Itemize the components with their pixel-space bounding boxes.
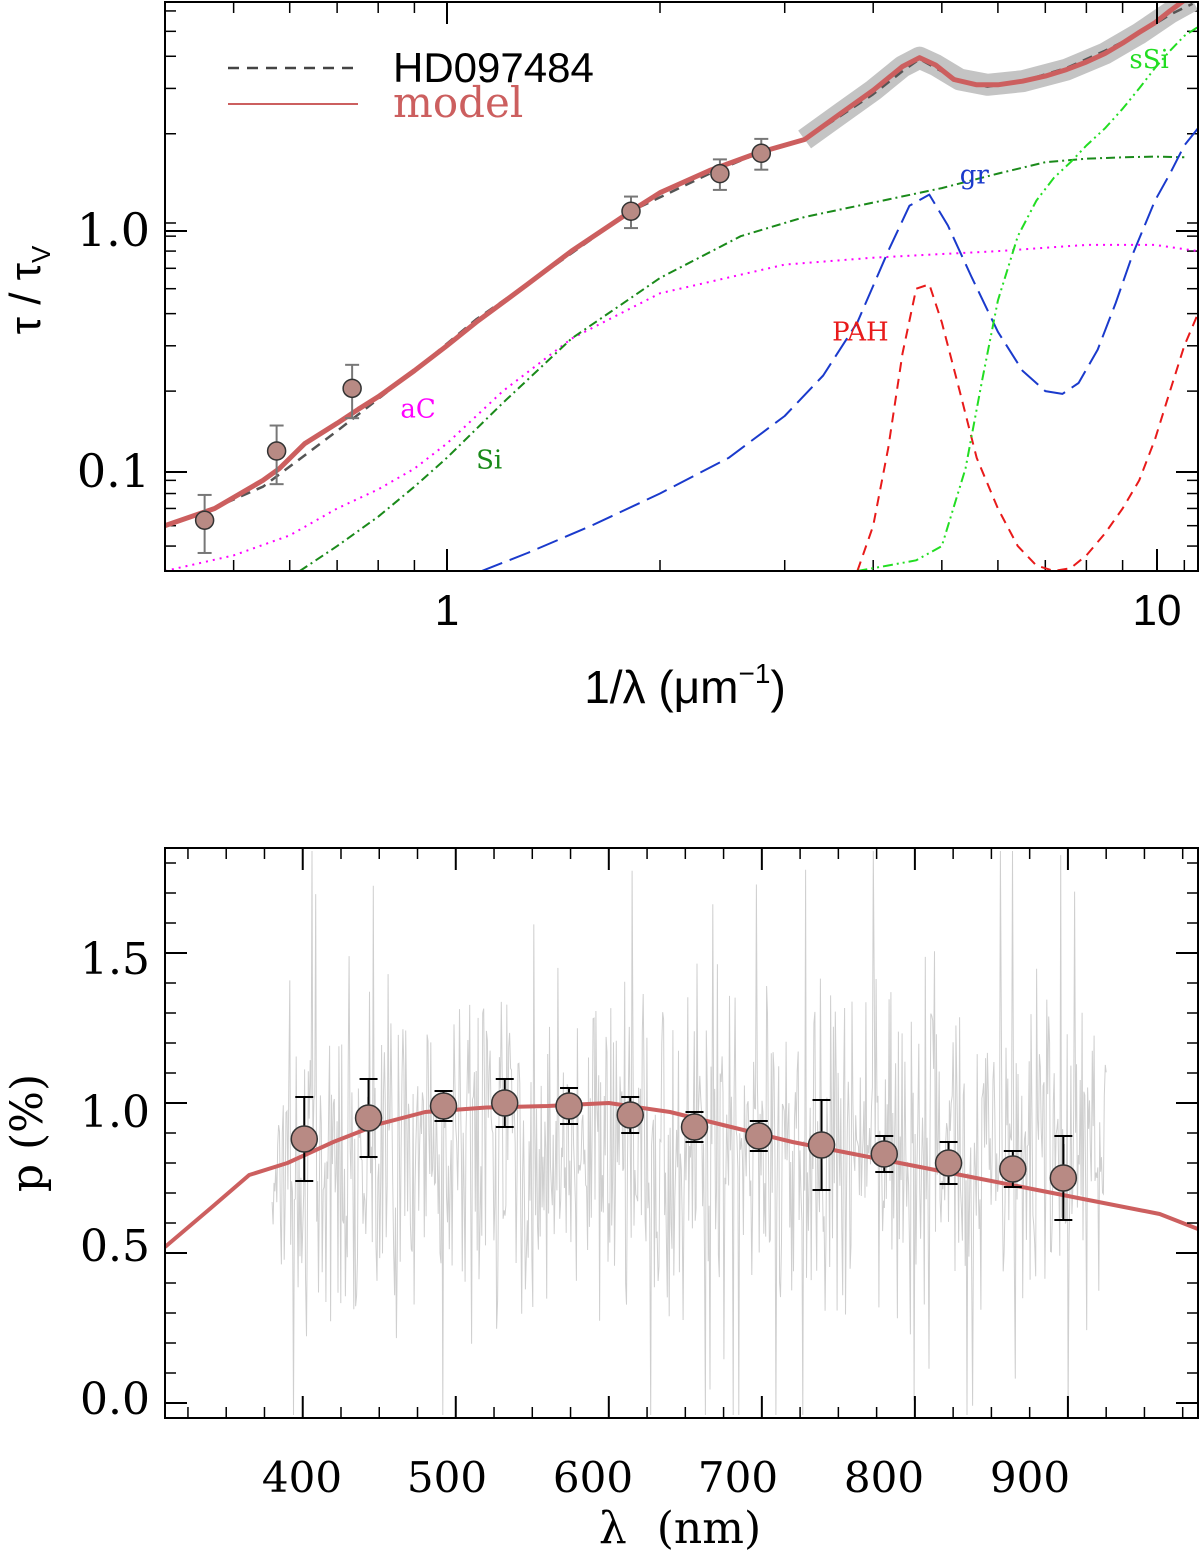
p-y-tick-label-0.0: 0.0 xyxy=(80,1374,150,1425)
spectrum-layer xyxy=(271,850,1107,1416)
extinction-panel: 1 10 0.1 1.0 1/λ (μm−1) τ / τV HD097484 … xyxy=(1,1,1199,713)
p-tick-label-600: 600 xyxy=(553,1453,633,1502)
polarization-point xyxy=(745,1122,773,1150)
extinction-y-axis-title: τ / τV xyxy=(1,245,56,334)
series-hd097484-line xyxy=(193,2,1194,518)
polarization-point xyxy=(807,1131,836,1159)
polarization-point xyxy=(870,1140,899,1168)
polarization-point xyxy=(555,1092,583,1120)
extinction-component-labels: aC Si gr PAH sSi xyxy=(400,45,1168,476)
polarization-point xyxy=(354,1104,383,1132)
series-pah-line xyxy=(856,283,1198,571)
p-tick-label-700: 700 xyxy=(698,1453,778,1502)
series-model-line xyxy=(165,2,1187,529)
series-si-line xyxy=(299,155,1185,571)
series-ac-line xyxy=(165,243,1198,571)
y-tick-label-0.1: 0.1 xyxy=(77,444,150,498)
extinction-point xyxy=(342,378,362,399)
p-tick-label-500: 500 xyxy=(407,1453,487,1502)
extinction-point xyxy=(266,441,287,461)
x-tick-label-10: 10 xyxy=(1133,586,1182,635)
polarization-point xyxy=(999,1155,1027,1183)
series-ssi-line xyxy=(857,26,1198,571)
extinction-points-layer xyxy=(194,137,772,554)
polarization-plot-frame xyxy=(164,847,1199,1419)
p-y-tick-label-1.0: 1.0 xyxy=(80,1087,150,1138)
polarization-ticks xyxy=(165,848,1198,1418)
label-gr: gr xyxy=(960,161,990,191)
extinction-minor-ticks xyxy=(164,2,1198,572)
spectrum-line xyxy=(271,850,1107,1416)
label-si: Si xyxy=(476,446,502,476)
label-pah: PAH xyxy=(832,317,889,347)
p-tick-label-900: 900 xyxy=(990,1453,1070,1502)
polarization-point xyxy=(934,1149,963,1177)
x-tick-label-1: 1 xyxy=(435,586,459,635)
extinction-series-layer xyxy=(165,2,1198,571)
polarization-point xyxy=(680,1113,709,1141)
extinction-plot-frame xyxy=(164,1,1199,572)
label-ac: aC xyxy=(400,394,435,424)
polarization-point xyxy=(290,1125,319,1153)
polarization-y-axis-title: p (%) xyxy=(2,1074,53,1192)
legend: HD097484 model xyxy=(228,44,594,127)
extinction-point xyxy=(710,163,730,184)
legend-hd097484-label: HD097484 xyxy=(393,44,594,91)
polarization-panel: 400 500 600 700 800 900 0.0 0.5 1.0 1.5 … xyxy=(2,847,1199,1554)
polarization-x-axis-title: λ (nm) xyxy=(599,1503,761,1554)
extinction-x-axis-title: 1/λ (μm−1) xyxy=(584,658,786,713)
legend-model-label: model xyxy=(393,78,523,127)
p-y-tick-label-1.5: 1.5 xyxy=(80,934,150,985)
polarization-point xyxy=(429,1092,458,1120)
p-tick-label-400: 400 xyxy=(262,1453,342,1502)
extinction-point xyxy=(621,201,641,221)
series-gr-line xyxy=(481,127,1198,571)
p-y-tick-label-0.5: 0.5 xyxy=(80,1221,150,1272)
polarization-point xyxy=(1049,1164,1078,1192)
extinction-point xyxy=(751,143,772,163)
polarization-point xyxy=(616,1101,644,1129)
p-tick-label-800: 800 xyxy=(844,1453,924,1502)
label-ssi: sSi xyxy=(1129,45,1168,75)
y-tick-label-1.0: 1.0 xyxy=(77,203,150,257)
polarization-point xyxy=(490,1089,519,1117)
polarization-points-layer xyxy=(290,1078,1078,1221)
extinction-point xyxy=(194,510,215,530)
